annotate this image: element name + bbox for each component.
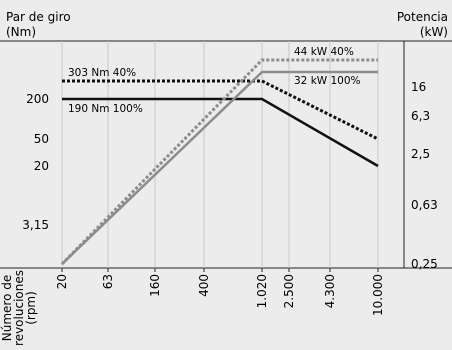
left-tick-label-200: 200 <box>26 92 49 106</box>
x-gridlines <box>61 41 379 268</box>
right-tick-label-6-3: 6,3 <box>411 109 430 123</box>
right-tick-label-0-63: 0,63 <box>411 198 438 212</box>
x-tick-label-400: 400 <box>197 274 211 297</box>
series-line-190-nm-100 <box>62 97 379 168</box>
x-tick-label-1-020: 1.020 <box>255 274 269 308</box>
left-axis-unit: (Nm) <box>6 25 36 39</box>
x-tick-label-160: 160 <box>148 274 162 297</box>
x-tick-label-10-000: 10.000 <box>371 274 385 316</box>
left-axis-ticks: 200 50 20 3,15 <box>22 92 49 232</box>
series-label-190-nm-100: 190 Nm 100% <box>68 103 143 115</box>
x-tick-label-20: 20 <box>55 274 69 289</box>
x-tick-label-63: 63 <box>101 274 115 289</box>
x-axis-title: Número de revoluciones (rpm) <box>0 270 38 346</box>
series-line-44-kw-40 <box>60 58 378 266</box>
right-axis-unit: (kW) <box>420 25 448 39</box>
series-line-32-kw-100 <box>61 70 378 265</box>
right-axis-title: Potencia <box>397 10 448 24</box>
series-labels: 303 Nm 40% 190 Nm 100% 44 kW 40% 32 kW 100% <box>68 46 361 115</box>
series-line-303-nm-40 <box>62 79 379 141</box>
right-tick-label-16: 16 <box>411 80 426 94</box>
x-axis-title-line1: Número de <box>0 275 14 341</box>
series-label-32-kw-100: 32 kW 100% <box>294 75 361 87</box>
left-axis-title: Par de giro <box>6 10 71 24</box>
x-axis-title-line2: revoluciones <box>12 270 26 346</box>
series-lines <box>60 58 379 266</box>
series-label-44-kw-40: 44 kW 40% <box>294 46 354 58</box>
x-axis-ticks: 20 63 160 400 1.020 2.500 4.300 10.000 <box>55 268 385 316</box>
right-tick-label-0-25: 0,25 <box>411 257 438 271</box>
left-tick-label-50: 50 <box>34 132 49 146</box>
x-axis-title-line3: (rpm) <box>24 291 38 325</box>
x-tick-label-4-300: 4.300 <box>323 274 337 308</box>
left-tick-label-20: 20 <box>34 159 49 173</box>
series-label-303-nm-40: 303 Nm 40% <box>68 67 136 79</box>
x-tick-label-2-500: 2.500 <box>282 274 296 308</box>
right-axis-ticks: 16 6,3 2,5 0,63 0,25 <box>411 80 438 271</box>
right-tick-label-2-5: 2,5 <box>411 147 430 161</box>
left-tick-label-3-15: 3,15 <box>22 218 49 232</box>
